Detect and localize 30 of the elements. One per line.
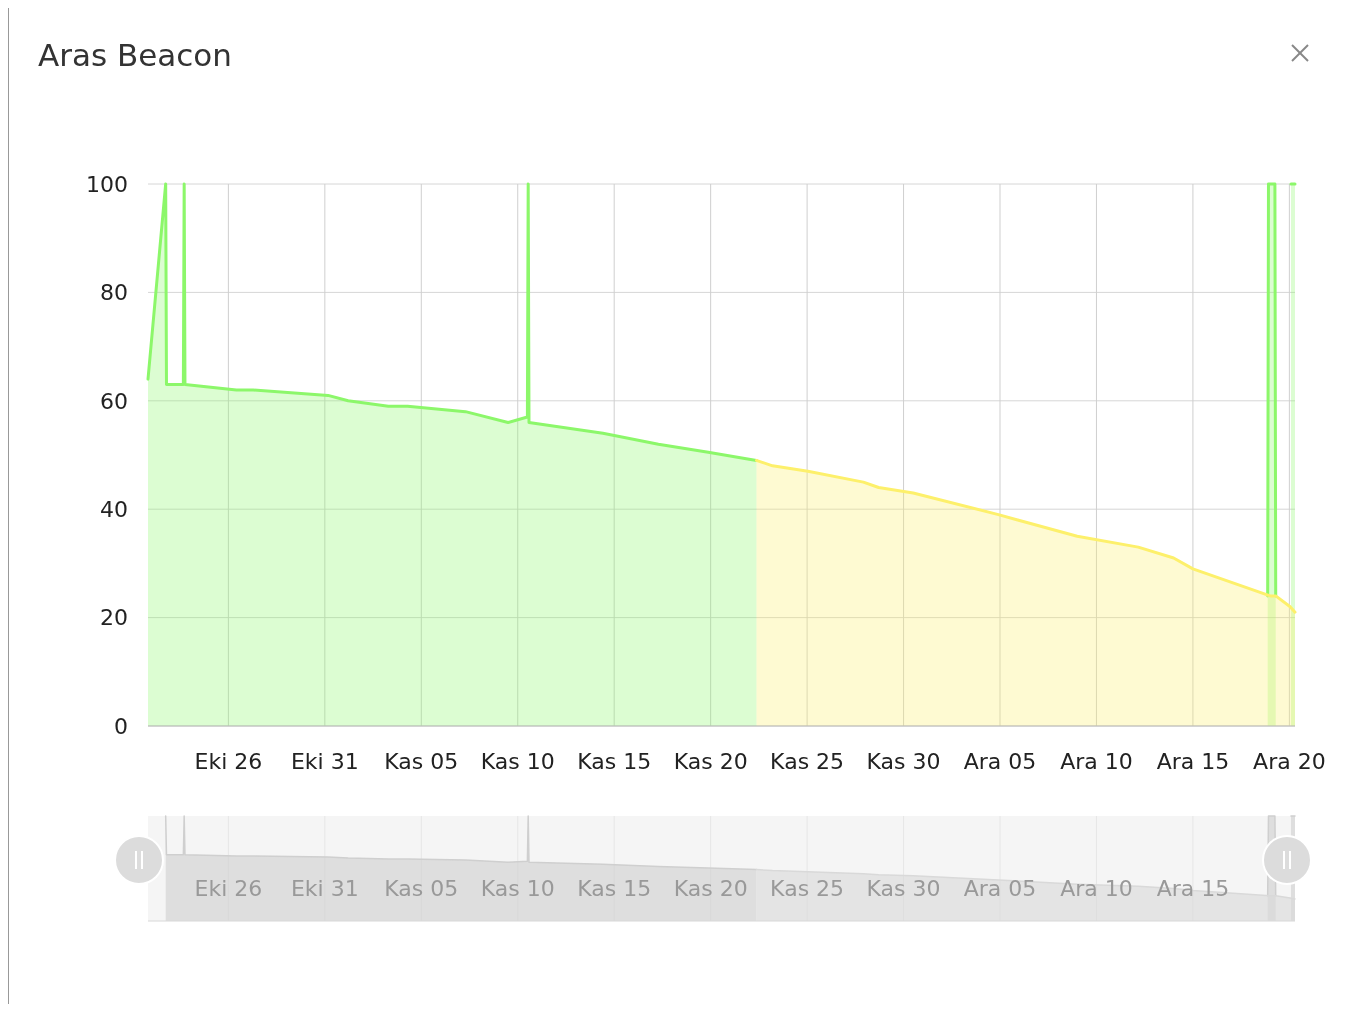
x-tick-label: Eki 26 [194, 876, 263, 901]
x-tick-label: Eki 26 [194, 749, 263, 774]
x-tick-label: Kas 20 [673, 876, 748, 901]
x-tick-label: Kas 30 [866, 749, 941, 774]
x-tick-label: Eki 31 [290, 749, 359, 774]
x-tick-label: Ara 05 [963, 749, 1037, 774]
x-tick-label: Ara 05 [963, 876, 1037, 901]
x-tick-label: Kas 10 [480, 749, 555, 774]
x-tick-label: Kas 10 [480, 876, 555, 901]
x-tick-label: Kas 25 [770, 876, 845, 901]
chart-title: Aras Beacon [38, 37, 232, 73]
x-tick-label: Ara 10 [1060, 749, 1133, 774]
y-tick-label: 60 [100, 388, 128, 414]
x-tick-label: Kas 05 [384, 749, 459, 774]
y-tick-label: 80 [100, 280, 128, 306]
x-tick-label: Kas 15 [577, 876, 652, 901]
y-tick-label: 20 [100, 605, 128, 631]
x-tick-label: Ara 10 [1060, 876, 1133, 901]
x-tick-label: Ara 15 [1156, 749, 1230, 774]
x-tick-label: Kas 20 [673, 749, 748, 774]
x-tick-label: Kas 25 [770, 749, 845, 774]
x-tick-label: Eki 31 [290, 876, 359, 901]
y-tick-label: 40 [100, 496, 128, 522]
x-tick-label: Kas 30 [866, 876, 941, 901]
y-tick-label: 0 [114, 713, 128, 739]
y-tick-label: 100 [86, 171, 128, 197]
x-tick-label: Ara 20 [1253, 749, 1326, 774]
x-tick-label: Kas 05 [384, 876, 459, 901]
x-tick-label: Kas 15 [577, 749, 652, 774]
x-tick-label: Ara 15 [1156, 876, 1230, 901]
